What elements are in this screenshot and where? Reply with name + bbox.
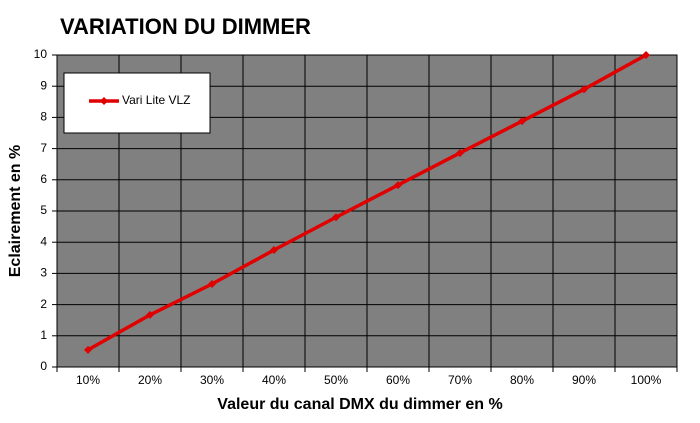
x-tick-label: 40%	[262, 373, 286, 387]
y-tick-label: 8	[40, 110, 47, 124]
y-tick-label: 6	[40, 172, 47, 186]
x-tick-label: 30%	[200, 373, 224, 387]
point	[642, 51, 650, 59]
legend-marker	[100, 97, 108, 105]
point	[270, 246, 278, 254]
x-tick-label: 20%	[138, 373, 162, 387]
y-tick-label: 7	[40, 141, 47, 155]
y-tick-label: 2	[40, 297, 47, 311]
x-axis-label: Valeur du canal DMX du dimmer en %	[217, 396, 502, 413]
chart-title: VARIATION DU DIMMER	[60, 14, 311, 39]
point	[208, 280, 216, 289]
legend	[63, 72, 211, 134]
y-tick-label: 3	[40, 266, 47, 280]
y-tick-label: 5	[40, 203, 47, 217]
y-axis-label: Eclairement en %	[7, 145, 24, 278]
legend-label: Vari Lite VLZ	[122, 93, 190, 107]
point	[518, 117, 526, 126]
x-tick-label: 50%	[324, 373, 348, 387]
y-tick-label: 10	[34, 47, 48, 61]
series-line	[87, 53, 647, 352]
y-tick-label: 0	[40, 359, 47, 373]
x-tick-label: 80%	[510, 373, 534, 387]
y-tick-label: 4	[40, 234, 47, 248]
y-tick-label: 9	[40, 78, 47, 92]
point	[84, 345, 92, 354]
point	[146, 310, 154, 319]
point	[456, 148, 464, 157]
y-tick-label: 1	[40, 328, 47, 342]
x-tick-label: 60%	[386, 373, 410, 387]
x-tick-label: 70%	[448, 373, 472, 387]
point	[394, 181, 402, 190]
x-tick-label: 100%	[631, 373, 662, 387]
x-tick-label: 90%	[572, 373, 596, 387]
point	[580, 85, 588, 94]
point	[332, 213, 340, 222]
x-tick-label: 10%	[76, 373, 100, 387]
